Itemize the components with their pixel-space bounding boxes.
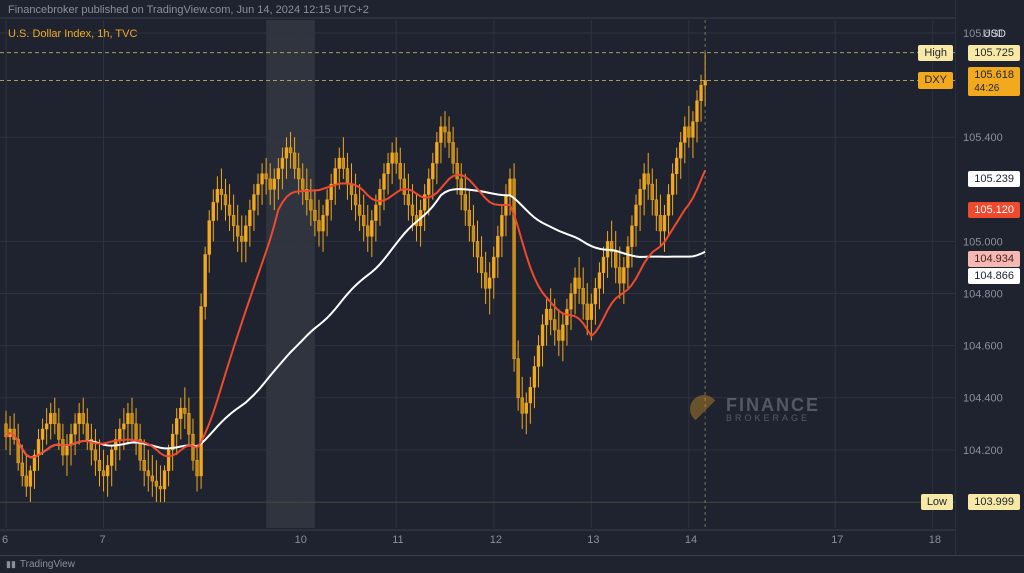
- symbol-line[interactable]: U.S. Dollar Index, 1h, TVC: [8, 28, 137, 40]
- xaxis-tick: 14: [685, 534, 697, 546]
- tradingview-icon: ▮▮: [6, 559, 16, 570]
- price-tag: 104.934: [968, 251, 1020, 267]
- watermark-line1: FINANCE: [726, 396, 820, 414]
- xaxis-tick: 11: [392, 534, 403, 546]
- price-tag: 105.120: [968, 202, 1020, 218]
- price-tag: 105.61844:26: [968, 67, 1020, 95]
- svg-text:105.000: 105.000: [963, 236, 1003, 248]
- xaxis-tick: 13: [587, 534, 599, 546]
- currency-label: USD: [983, 28, 1006, 40]
- price-tag-label: High: [918, 45, 953, 61]
- watermark-icon: [690, 395, 718, 423]
- xaxis-tick: 6: [2, 534, 8, 546]
- price-tag-label: Low: [921, 494, 953, 510]
- tradingview-label[interactable]: TradingView: [20, 559, 75, 570]
- svg-text:104.600: 104.600: [963, 341, 1003, 353]
- xaxis-tick: 10: [295, 534, 307, 546]
- watermark-logo: FINANCE BROKERAGE: [690, 395, 820, 423]
- watermark-line2: BROKERAGE: [726, 414, 820, 423]
- footer-bar: ▮▮ TradingView: [0, 555, 1024, 573]
- price-tag: 105.239: [968, 171, 1020, 187]
- chart-canvas[interactable]: [0, 0, 955, 555]
- xaxis-tick: 18: [929, 534, 941, 546]
- svg-text:104.400: 104.400: [963, 393, 1003, 405]
- svg-text:104.200: 104.200: [963, 445, 1003, 457]
- svg-text:104.800: 104.800: [963, 289, 1003, 301]
- svg-text:105.400: 105.400: [963, 132, 1003, 144]
- xaxis-tick: 7: [100, 534, 106, 546]
- price-tag-label: DXY: [918, 72, 953, 88]
- price-tag: 105.725: [968, 45, 1020, 61]
- xaxis-tick: 17: [831, 534, 843, 546]
- price-tag: 104.866: [968, 268, 1020, 284]
- publish-line: Financebroker published on TradingView.c…: [8, 4, 369, 16]
- xaxis-tick: 12: [490, 534, 502, 546]
- price-tag: 103.999: [968, 494, 1020, 510]
- chart-root: 105.800105.400105.000104.800104.600104.4…: [0, 0, 1024, 573]
